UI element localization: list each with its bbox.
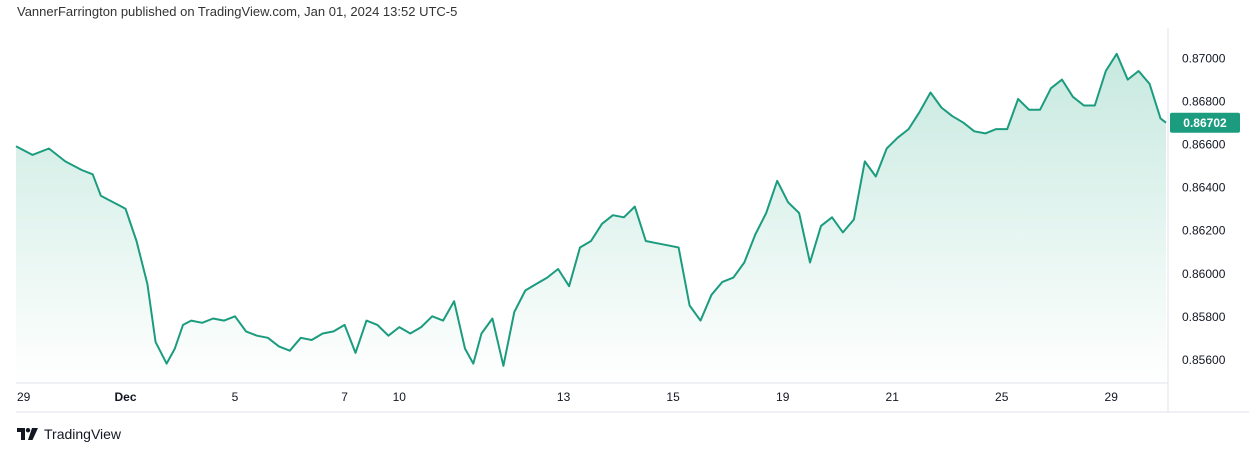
y-tick-label: 0.85600 [1182,353,1226,367]
x-tick-label: 13 [557,390,571,404]
y-axis: 0.85600 0.85800 0.86000 0.86200 0.86400 0.866… [1182,52,1226,367]
x-tick-label: 10 [393,390,407,404]
y-tick-label: 0.86400 [1182,181,1226,195]
y-tick-label: 0.85800 [1182,310,1226,324]
x-tick-label: 29 [1105,390,1119,404]
last-price-badge [1170,112,1240,133]
price-line [15,52,1167,367]
footer-brand-label: TradingView [44,426,122,442]
x-tick-label: 19 [776,390,790,404]
x-tick-label: 21 [886,390,900,404]
y-tick-label: 0.86200 [1182,224,1226,238]
last-price-label: 0.86702 [1170,112,1240,133]
last-price-text: 0.86702 [1183,116,1227,130]
attribution-text: VannerFarrington published on TradingVie… [17,4,458,19]
x-axis: 29 Dec 5 7 10 13 15 19 21 25 29 [17,390,1118,404]
x-tick-label: 25 [995,390,1009,404]
x-tick-label: 29 [17,390,31,404]
x-tick-label: 5 [232,390,239,404]
y-tick-label: 0.86000 [1182,267,1226,281]
area-layer [16,53,1166,384]
price-area-fill [16,53,1166,384]
x-tick-label: 15 [666,390,680,404]
y-tick-label: 0.87000 [1182,52,1226,66]
x-tick-label: Dec [114,390,136,404]
line-layer [15,52,1167,367]
tradingview-logo-icon [17,428,38,440]
y-tick-label: 0.86600 [1182,138,1226,152]
footer-brand[interactable]: TradingView [17,426,121,442]
y-tick-label: 0.86800 [1182,95,1226,109]
x-tick-label: 7 [341,390,348,404]
